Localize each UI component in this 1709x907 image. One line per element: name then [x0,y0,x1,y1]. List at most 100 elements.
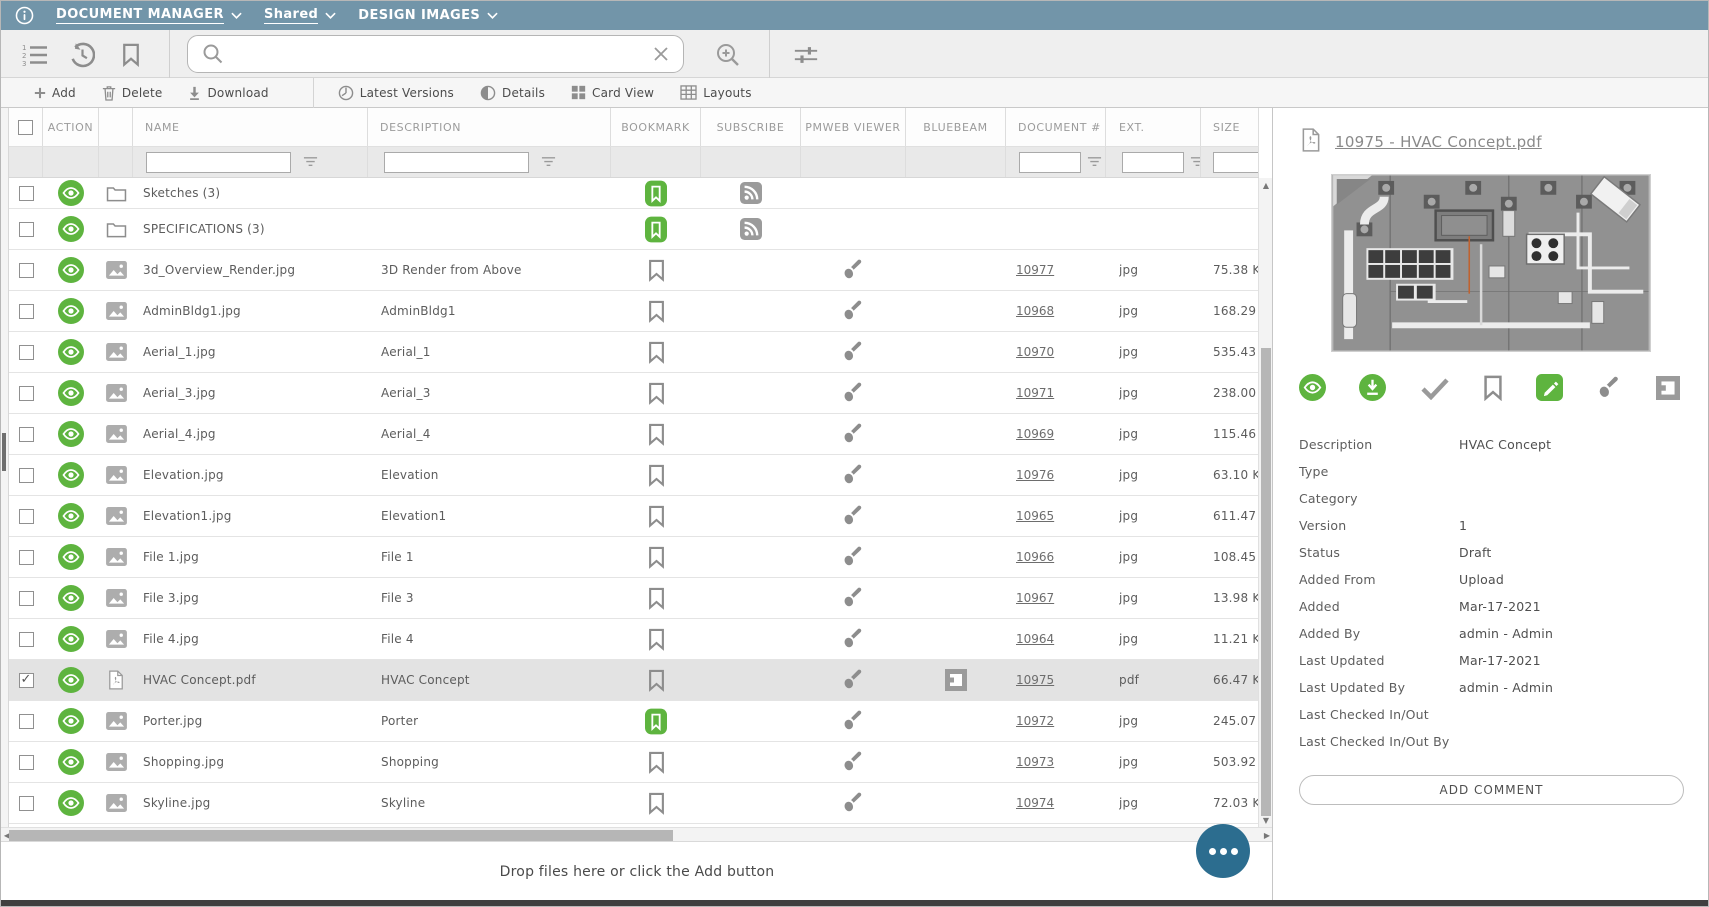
row-select-checkbox[interactable] [18,795,34,811]
view-action-icon[interactable] [58,667,84,693]
row-select-checkbox[interactable] [18,549,34,565]
row-select-checkbox[interactable] [18,713,34,729]
doc-link[interactable]: 10976 [1016,468,1055,482]
table-row[interactable]: SPECIFICATIONS (3) [9,209,1259,250]
menu-design-images[interactable]: DESIGN IMAGES [358,8,498,24]
column-header-name[interactable]: NAME [133,108,368,146]
sliders-icon[interactable] [793,42,819,68]
view-icon[interactable] [1299,374,1326,401]
viewer-icon[interactable] [842,463,866,487]
table-row[interactable]: File 1.jpg File 1 10966 jpg 1 [9,537,1259,578]
row-select-checkbox[interactable] [18,303,34,319]
scroll-left-icon[interactable]: ◀ [3,831,11,840]
column-header-ext[interactable]: EXT. [1106,108,1201,146]
doc-link[interactable]: 10966 [1016,550,1055,564]
bookmark-icon[interactable] [118,42,144,68]
doc-link[interactable]: 10974 [1016,796,1055,810]
view-action-icon[interactable] [58,462,84,488]
view-action-icon[interactable] [58,339,84,365]
ext-filter-input[interactable] [1122,151,1184,173]
table-row[interactable]: File 4.jpg File 4 10964 jpg 1 [9,619,1259,660]
document-number-filter-input[interactable] [1019,151,1081,173]
bookmark-outline-icon[interactable] [648,669,665,692]
bookmark-outline-icon[interactable] [648,382,665,405]
document-preview-image[interactable] [1330,174,1651,352]
column-header-action[interactable]: ACTION [43,108,99,146]
view-action-icon[interactable] [58,585,84,611]
viewer-icon[interactable] [842,422,866,446]
view-action-icon[interactable] [58,257,84,283]
table-row[interactable]: Porter.jpg Porter 10972 jpg 2 [9,701,1259,742]
view-action-icon[interactable] [58,298,84,324]
viewer-icon[interactable] [842,709,866,733]
column-header-bluebeam[interactable]: BLUEBEAM [906,108,1006,146]
row-select-checkbox[interactable] [18,754,34,770]
filter-menu-icon[interactable] [303,156,318,168]
filter-menu-icon[interactable] [541,156,556,168]
table-row[interactable]: HVAC Concept.pdf HVAC Concept 10975 [9,660,1259,701]
view-action-icon[interactable] [58,180,84,206]
doc-link[interactable]: 10969 [1016,427,1055,441]
table-row[interactable]: Elevation.jpg Elevation 10976 jpg [9,455,1259,496]
doc-link[interactable]: 10964 [1016,632,1055,646]
viewer-icon[interactable] [842,545,866,569]
view-action-icon[interactable] [58,626,84,652]
row-select-checkbox[interactable] [18,344,34,360]
bluebeam-icon[interactable] [1655,375,1680,400]
clear-search-icon[interactable] [653,46,669,62]
view-action-icon[interactable] [58,216,84,242]
view-action-icon[interactable] [58,708,84,734]
row-select-checkbox[interactable] [18,385,34,401]
doc-link[interactable]: 10968 [1016,304,1055,318]
zoom-in-icon[interactable] [715,42,741,68]
pmweb-viewer-icon[interactable] [1597,375,1623,401]
bookmark-outline-icon[interactable] [648,628,665,651]
viewer-icon[interactable] [842,750,866,774]
name-filter-input[interactable] [146,151,291,173]
table-row[interactable]: Elevation1.jpg Elevation1 10965 j [9,496,1259,537]
horizontal-scrollbar[interactable]: ◀ ▶ [1,827,1272,842]
scroll-up-icon[interactable]: ▲ [1262,180,1270,190]
viewer-icon[interactable] [842,258,866,282]
more-actions-fab[interactable] [1196,824,1250,878]
table-row[interactable]: 3d_Overview_Render.jpg 3D Render from Ab… [9,250,1259,291]
doc-link[interactable]: 10975 [1016,673,1055,687]
column-header-subscribe[interactable]: SUBSCRIBE [701,108,801,146]
doc-link[interactable]: 10972 [1016,714,1055,728]
table-row[interactable]: Aerial_1.jpg Aerial_1 10970 jpg [9,332,1259,373]
add-comment-button[interactable]: ADD COMMENT [1299,775,1684,805]
viewer-icon[interactable] [842,340,866,364]
download-button[interactable]: Download [188,86,269,100]
viewer-icon[interactable] [842,668,866,692]
bookmark-outline-icon[interactable] [648,546,665,569]
bookmark-outline-icon[interactable] [648,300,665,323]
bookmark-outline-icon[interactable] [648,751,665,774]
viewer-icon[interactable] [842,586,866,610]
column-header-size[interactable]: SIZE [1201,108,1259,146]
row-select-checkbox[interactable] [18,508,34,524]
file-drop-zone[interactable]: Drop files here or click the Add button [1,842,1272,902]
bookmark-badge-icon[interactable] [645,708,667,735]
row-select-checkbox[interactable] [18,590,34,606]
viewer-icon[interactable] [842,381,866,405]
view-action-icon[interactable] [58,503,84,529]
row-select-checkbox[interactable] [18,262,34,278]
bluebeam-icon[interactable] [945,669,967,691]
table-row[interactable]: Aerial_3.jpg Aerial_3 10971 jpg [9,373,1259,414]
download-icon[interactable] [1359,374,1387,401]
delete-button[interactable]: Delete [102,85,163,101]
view-action-icon[interactable] [58,790,84,816]
filter-menu-icon[interactable] [1190,156,1200,168]
table-row[interactable]: Skyline.jpg Skyline 10974 jpg [9,783,1259,824]
viewer-icon[interactable] [842,627,866,651]
bookmark-outline-icon[interactable] [648,423,665,446]
viewer-icon[interactable] [842,504,866,528]
row-select-checkbox[interactable] [18,672,34,688]
scroll-right-icon[interactable]: ▶ [1263,831,1271,840]
column-header-document-number[interactable]: DOCUMENT # [1006,108,1106,146]
bookmark-outline-icon[interactable] [648,792,665,815]
bookmark-outline-icon[interactable] [648,587,665,610]
column-header-description[interactable]: DESCRIPTION [368,108,611,146]
layouts-button[interactable]: Layouts [680,85,751,100]
table-row[interactable]: Sketches (3) [9,178,1259,209]
